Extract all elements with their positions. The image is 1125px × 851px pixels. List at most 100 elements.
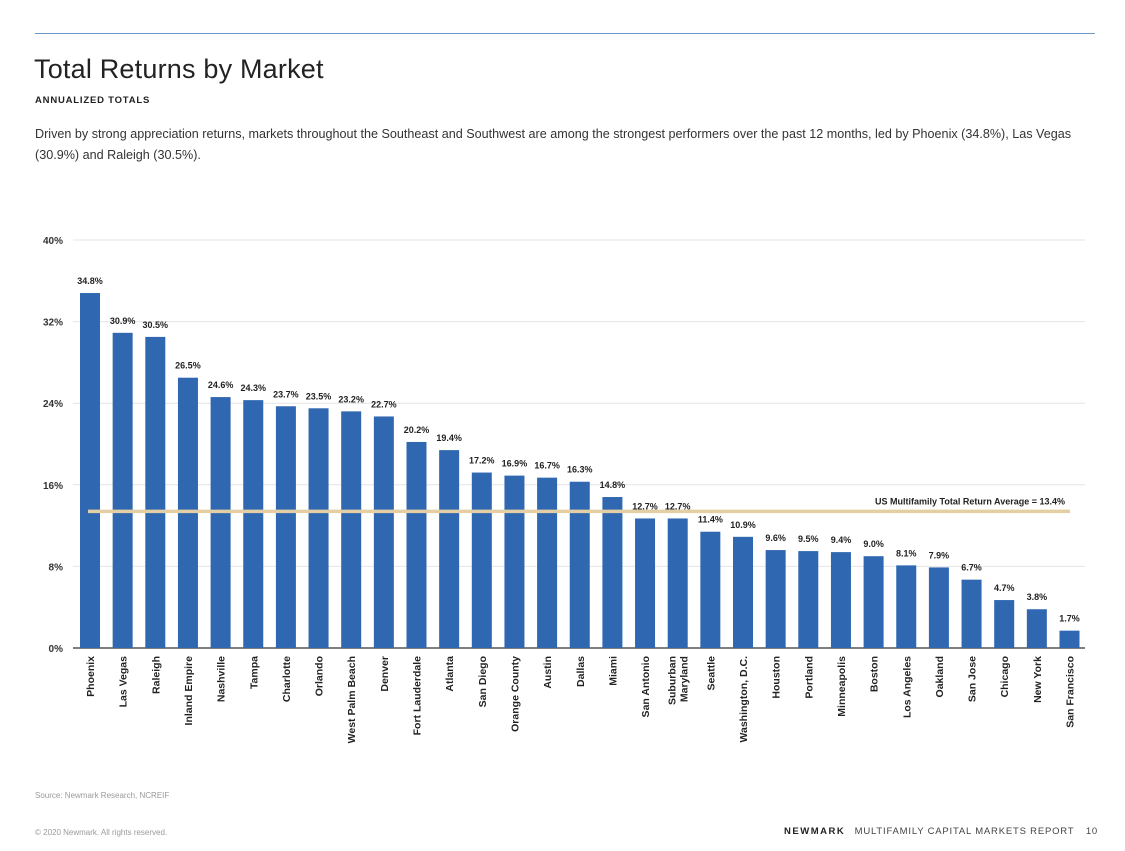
x-tick-label: Las Vegas: [118, 656, 130, 708]
x-tick-label: Atlanta: [444, 656, 456, 692]
x-tick-label: Suburban: [667, 656, 679, 705]
x-tick-label: Boston: [869, 656, 881, 692]
bar: [341, 411, 362, 648]
bar: [145, 336, 166, 648]
bar-value-label: 1.7%: [1059, 614, 1080, 624]
bar: [537, 477, 558, 648]
bar: [210, 397, 231, 648]
x-tick-label: Tampa: [248, 656, 260, 689]
bar: [667, 518, 688, 648]
bar-value-label: 12.7%: [632, 501, 658, 511]
bar-value-label: 14.8%: [600, 480, 626, 490]
bar: [896, 565, 917, 648]
bar: [635, 518, 656, 648]
bar: [504, 475, 525, 648]
bar: [700, 531, 721, 648]
bar: [1059, 630, 1080, 648]
x-tick-label: Charlotte: [281, 656, 293, 702]
bar: [112, 332, 133, 648]
bar-value-label: 16.7%: [534, 461, 560, 471]
bar: [471, 472, 492, 648]
brand-name: NEWMARK: [784, 826, 846, 837]
x-tick-label: Washington, D.C.: [738, 656, 750, 743]
bar-value-label: 34.8%: [77, 276, 103, 286]
report-name: MULTIFAMILY CAPITAL MARKETS REPORT: [854, 826, 1075, 837]
bar: [830, 552, 851, 648]
x-tick-label: Chicago: [999, 656, 1011, 697]
bar-value-label: 23.2%: [338, 394, 364, 404]
x-tick-label: Seattle: [705, 656, 717, 691]
bar: [439, 450, 460, 648]
average-reference-label: US Multifamily Total Return Average = 13…: [875, 496, 1065, 506]
bar-value-label: 17.2%: [469, 456, 495, 466]
bar: [765, 550, 786, 648]
bar-layer: [80, 293, 1080, 648]
bar: [602, 497, 623, 648]
bar: [406, 441, 427, 648]
x-tick-label: Portland: [803, 656, 815, 699]
x-tick-label: Austin: [542, 656, 554, 689]
bar-value-label: 11.4%: [698, 515, 723, 525]
bar-value-label: 3.8%: [1027, 592, 1048, 602]
bar: [569, 481, 590, 648]
x-tick-label: Raleigh: [150, 656, 162, 694]
y-tick-label: 16%: [43, 481, 63, 492]
x-tick-label: Los Angeles: [901, 656, 913, 718]
copyright-note: © 2020 Newmark. All rights reserved.: [35, 828, 168, 837]
x-tick-label: Denver: [379, 656, 391, 692]
x-tick-label: Nashville: [216, 656, 228, 702]
bar-value-label: 30.5%: [143, 320, 169, 330]
bar-value-label: 23.7%: [273, 389, 299, 399]
x-tick-label: San Jose: [967, 656, 979, 702]
x-tick-label: Houston: [771, 656, 783, 699]
footer-report-info: NEWMARK MULTIFAMILY CAPITAL MARKETS REPO…: [784, 826, 1098, 837]
bar-value-label: 6.7%: [961, 563, 982, 573]
y-tick-label: 40%: [43, 236, 63, 247]
bar-value-label: 24.3%: [240, 383, 266, 393]
bar-value-label: 9.6%: [765, 533, 786, 543]
y-tick-label: 0%: [49, 644, 64, 655]
top-rule: [35, 33, 1095, 34]
x-tick-label: Orange County: [509, 656, 521, 732]
bar-value-label: 7.9%: [929, 550, 950, 560]
x-tick-label: Maryland: [679, 656, 691, 702]
bar: [308, 408, 329, 648]
label-layer: 0% 8% 16% 24% 32% 40% 34.8% Phoenix 30.9% Las Veg…: [43, 236, 1080, 743]
source-note: Source: Newmark Research, NCREIF: [35, 791, 170, 800]
page-title: Total Returns by Market: [34, 54, 324, 84]
bar: [798, 551, 819, 648]
bar-value-label: 16.3%: [567, 465, 593, 475]
x-tick-label: Miami: [607, 656, 619, 686]
bar: [961, 579, 982, 648]
bar-value-label: 9.0%: [863, 539, 884, 549]
bar-value-label: 30.9%: [110, 316, 136, 326]
y-tick-label: 32%: [43, 318, 63, 329]
x-tick-label: Phoenix: [85, 656, 97, 697]
y-tick-label: 8%: [49, 562, 64, 573]
x-tick-label: Orlando: [314, 656, 326, 696]
bar-value-label: 16.9%: [502, 459, 528, 469]
x-tick-label: Inland Empire: [183, 656, 195, 726]
bar-value-label: 26.5%: [175, 361, 201, 371]
bar-value-label: 4.7%: [994, 583, 1015, 593]
x-tick-label: New York: [1032, 656, 1044, 703]
bar-value-label: 8.1%: [896, 548, 917, 558]
bar-value-label: 20.2%: [404, 425, 430, 435]
x-tick-label: Fort Lauderdale: [412, 656, 424, 736]
bar-value-label: 19.4%: [436, 433, 462, 443]
x-tick-label: Oakland: [934, 656, 946, 697]
bar: [928, 567, 949, 648]
bar: [994, 600, 1015, 648]
x-tick-label: Dallas: [575, 656, 587, 687]
x-tick-label: Minneapolis: [836, 656, 848, 717]
bar-value-label: 22.7%: [371, 399, 397, 409]
bar: [275, 406, 296, 648]
bar: [243, 400, 264, 648]
bar: [373, 416, 394, 648]
bar-value-label: 24.6%: [208, 380, 234, 390]
x-tick-label: San Diego: [477, 656, 489, 707]
page-number: 10: [1085, 826, 1098, 837]
intro-paragraph: Driven by strong appreciation returns, m…: [35, 127, 1072, 162]
bar-value-label: 23.5%: [306, 391, 332, 401]
